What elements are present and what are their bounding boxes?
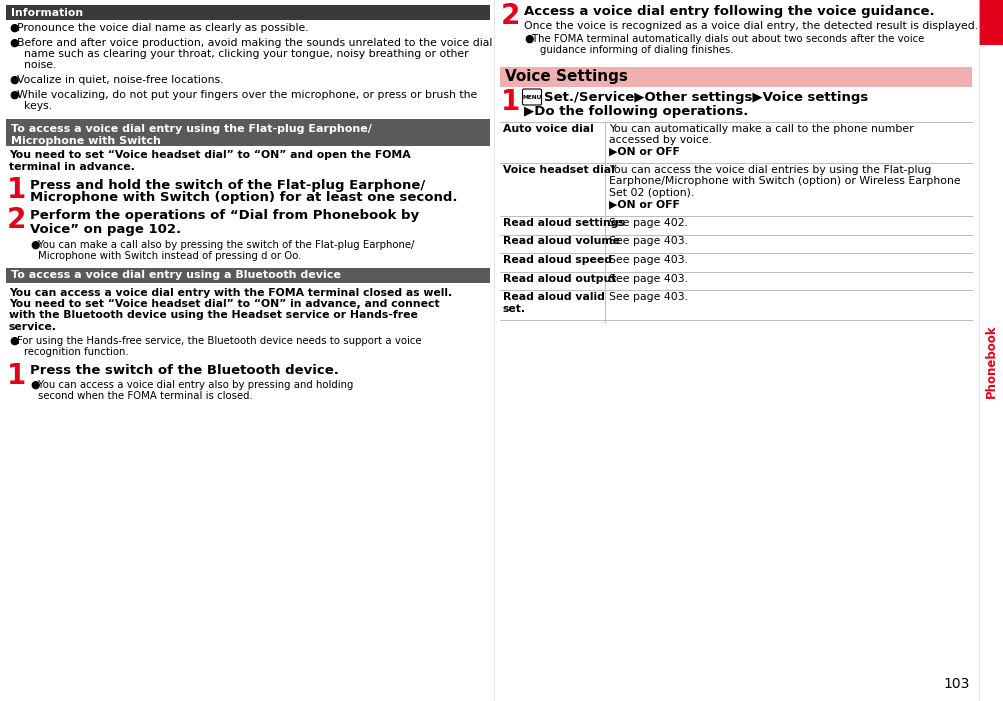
Text: Phonebook: Phonebook [984, 325, 997, 397]
Text: 2: 2 [500, 2, 520, 30]
Text: Read aloud valid: Read aloud valid [503, 292, 604, 302]
Text: While vocalizing, do not put your fingers over the microphone, or press or brush: While vocalizing, do not put your finger… [17, 90, 476, 100]
Text: 1: 1 [500, 88, 520, 116]
Text: Microphone with Switch (option) for at least one second.: Microphone with Switch (option) for at l… [30, 191, 457, 205]
Text: 103: 103 [943, 677, 969, 691]
Text: Vocalize in quiet, noise-free locations.: Vocalize in quiet, noise-free locations. [17, 75, 224, 85]
Text: name such as clearing your throat, clicking your tongue, noisy breathing or othe: name such as clearing your throat, click… [24, 49, 468, 59]
Text: guidance informing of dialing finishes.: guidance informing of dialing finishes. [540, 45, 733, 55]
FancyBboxPatch shape [6, 118, 489, 146]
Text: You need to set “Voice headset dial” to “ON” and open the FOMA: You need to set “Voice headset dial” to … [9, 151, 410, 161]
Text: Read aloud speed: Read aloud speed [503, 255, 612, 265]
Text: Perform the operations of “Dial from Phonebook by: Perform the operations of “Dial from Pho… [30, 210, 418, 222]
Text: You can access the voice dial entries by using the Flat-plug: You can access the voice dial entries by… [609, 165, 931, 175]
FancyBboxPatch shape [522, 89, 541, 105]
Text: Press the switch of the Bluetooth device.: Press the switch of the Bluetooth device… [30, 365, 339, 378]
Text: 2: 2 [7, 207, 26, 235]
Text: Auto voice dial: Auto voice dial [503, 123, 593, 133]
Text: 1: 1 [7, 175, 26, 203]
Text: keys.: keys. [24, 101, 52, 111]
Text: ●: ● [9, 75, 18, 85]
Text: See page 402.: See page 402. [609, 218, 687, 228]
Text: Voice headset dial: Voice headset dial [503, 165, 614, 175]
Text: service.: service. [9, 322, 57, 332]
Text: Information: Information [11, 8, 83, 18]
Text: ●: ● [30, 240, 39, 250]
Text: Read aloud output: Read aloud output [503, 273, 616, 283]
FancyBboxPatch shape [499, 67, 971, 86]
Text: set.: set. [503, 304, 526, 313]
Text: See page 403.: See page 403. [609, 236, 687, 247]
Text: ●: ● [524, 34, 533, 43]
FancyBboxPatch shape [6, 268, 489, 283]
Text: Set 02 (option).: Set 02 (option). [609, 188, 693, 198]
Text: second when the FOMA terminal is closed.: second when the FOMA terminal is closed. [38, 391, 253, 401]
Text: You can access a voice dial entry also by pressing and holding: You can access a voice dial entry also b… [38, 379, 353, 390]
Text: Press and hold the switch of the Flat-plug Earphone/: Press and hold the switch of the Flat-pl… [30, 179, 425, 191]
Text: recognition function.: recognition function. [24, 347, 128, 357]
Text: Earphone/Microphone with Switch (option) or Wireless Earphone: Earphone/Microphone with Switch (option)… [609, 177, 960, 186]
Text: ●: ● [9, 90, 18, 100]
Text: Microphone with Switch instead of pressing d or Oo.: Microphone with Switch instead of pressi… [38, 251, 301, 261]
Text: To access a voice dial entry using a Bluetooth device: To access a voice dial entry using a Blu… [11, 270, 341, 280]
Text: You can access a voice dial entry with the FOMA terminal closed as well.: You can access a voice dial entry with t… [9, 287, 451, 297]
Text: Voice Settings: Voice Settings [505, 69, 627, 84]
Text: ●: ● [9, 336, 18, 346]
Text: You need to set “Voice headset dial” to “ON” in advance, and connect: You need to set “Voice headset dial” to … [9, 299, 439, 309]
Text: with the Bluetooth device using the Headset service or Hands-free: with the Bluetooth device using the Head… [9, 311, 417, 320]
Text: Access a voice dial entry following the voice guidance.: Access a voice dial entry following the … [524, 5, 934, 18]
Text: ▶Do the following operations.: ▶Do the following operations. [524, 104, 747, 118]
Text: ▶ON or OFF: ▶ON or OFF [609, 147, 679, 156]
Text: 1: 1 [7, 362, 26, 390]
Text: ●: ● [9, 37, 18, 48]
Text: The FOMA terminal automatically dials out about two seconds after the voice: The FOMA terminal automatically dials ou… [532, 34, 924, 43]
FancyBboxPatch shape [978, 0, 1003, 45]
Text: To access a voice dial entry using the Flat-plug Earphone/: To access a voice dial entry using the F… [11, 123, 371, 133]
Text: MENU: MENU [522, 95, 542, 100]
Text: Pronounce the voice dial name as clearly as possible.: Pronounce the voice dial name as clearly… [17, 23, 308, 33]
FancyBboxPatch shape [6, 5, 489, 20]
Text: Before and after voice production, avoid making the sounds unrelated to the voic: Before and after voice production, avoid… [17, 37, 491, 48]
Text: See page 403.: See page 403. [609, 292, 687, 302]
Text: terminal in advance.: terminal in advance. [9, 162, 134, 172]
Text: See page 403.: See page 403. [609, 255, 687, 265]
Text: See page 403.: See page 403. [609, 273, 687, 283]
Text: accessed by voice.: accessed by voice. [609, 135, 711, 145]
Text: Set./Service▶Other settings▶Voice settings: Set./Service▶Other settings▶Voice settin… [544, 92, 868, 104]
Text: Read aloud volume: Read aloud volume [503, 236, 620, 247]
Text: For using the Hands-free service, the Bluetooth device needs to support a voice: For using the Hands-free service, the Bl… [17, 336, 421, 346]
Text: You can make a call also by pressing the switch of the Flat-plug Earphone/: You can make a call also by pressing the… [38, 240, 414, 250]
Text: ●: ● [30, 379, 39, 390]
Text: Microphone with Switch: Microphone with Switch [11, 137, 160, 147]
Text: ▶ON or OFF: ▶ON or OFF [609, 200, 679, 210]
Text: Voice” on page 102.: Voice” on page 102. [30, 222, 181, 236]
Text: Read aloud settings: Read aloud settings [503, 218, 624, 228]
Text: noise.: noise. [24, 60, 56, 71]
Text: Once the voice is recognized as a voice dial entry, the detected result is displ: Once the voice is recognized as a voice … [524, 21, 977, 31]
Text: ●: ● [9, 23, 18, 33]
Text: You can automatically make a call to the phone number: You can automatically make a call to the… [609, 123, 913, 133]
